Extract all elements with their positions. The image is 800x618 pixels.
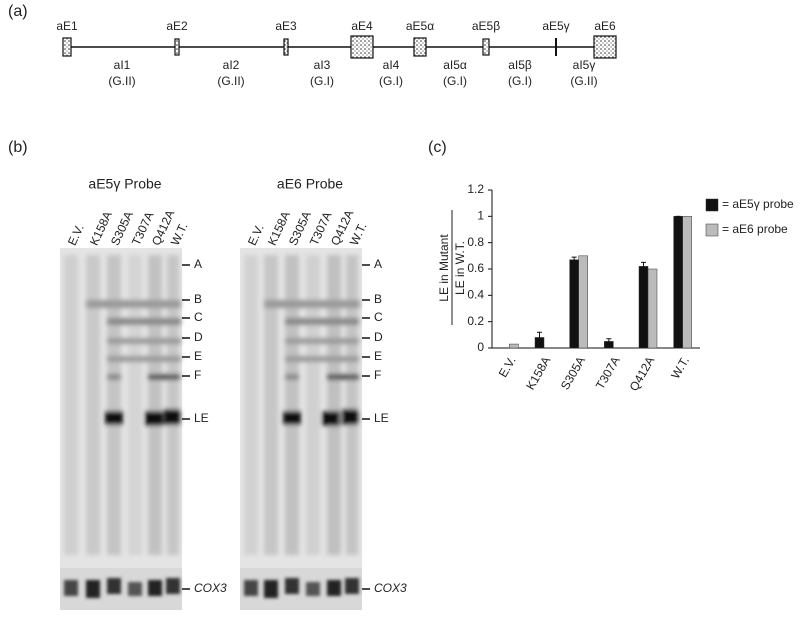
band-label: E bbox=[194, 349, 202, 363]
y-tick-label: 0.8 bbox=[467, 235, 484, 249]
x-tick-label: Q412A bbox=[627, 354, 658, 393]
exon-label: aE5γ bbox=[542, 19, 569, 33]
intron-label: aI1 bbox=[114, 58, 131, 72]
lane-label: E.V. bbox=[65, 222, 87, 247]
band-label: D bbox=[194, 330, 203, 344]
band-label: LE bbox=[374, 411, 389, 425]
legend-label: = aE6 probe bbox=[722, 222, 788, 236]
y-tick-label: 0.4 bbox=[467, 288, 484, 302]
loading-label: COX3 bbox=[194, 581, 227, 595]
gel bbox=[240, 248, 362, 568]
x-tick-label: W.T. bbox=[668, 354, 692, 381]
y-tick-label: 1 bbox=[477, 209, 484, 223]
band-label: B bbox=[374, 292, 382, 306]
x-tick-label: T307A bbox=[593, 354, 623, 392]
exon-label: aE4 bbox=[351, 19, 373, 33]
band-label: F bbox=[374, 368, 381, 382]
error-bar bbox=[606, 338, 612, 345]
intron-group: (G.II) bbox=[108, 74, 135, 88]
error-bar bbox=[571, 256, 577, 263]
bar bbox=[647, 268, 658, 349]
y-tick-label: 0 bbox=[477, 340, 484, 354]
exon-label: aE3 bbox=[275, 19, 297, 33]
bar bbox=[578, 255, 588, 349]
legend-swatch bbox=[705, 198, 719, 212]
bar bbox=[509, 343, 519, 349]
gel-images bbox=[60, 248, 362, 610]
intron-group: (G.II) bbox=[570, 74, 597, 88]
intron-label: aI4 bbox=[383, 58, 400, 72]
band-label: A bbox=[194, 257, 202, 271]
intron-group: (G.I) bbox=[443, 74, 467, 88]
bar bbox=[569, 259, 579, 349]
gel-title: aE5γ Probe bbox=[88, 176, 161, 192]
intron-group: (G.I) bbox=[379, 74, 403, 88]
x-tick-label: E.V. bbox=[496, 354, 519, 380]
exon bbox=[62, 37, 72, 57]
gel-title: aE6 Probe bbox=[277, 176, 343, 192]
exon-label: aE1 bbox=[56, 19, 78, 33]
panel-label: (c) bbox=[428, 139, 447, 156]
exon bbox=[174, 38, 180, 56]
legend-label: = aE5γ probe bbox=[722, 197, 794, 211]
intron-label: aI2 bbox=[223, 58, 240, 72]
exon-label: aE5β bbox=[472, 19, 500, 33]
panel-label: (a) bbox=[8, 3, 28, 20]
band-label: C bbox=[374, 310, 383, 324]
band-label: D bbox=[374, 330, 383, 344]
intron-label: aI5α bbox=[443, 58, 467, 72]
intron-group: (G.II) bbox=[217, 74, 244, 88]
panel-label: (b) bbox=[8, 139, 28, 156]
exon bbox=[283, 38, 289, 56]
band-label: A bbox=[374, 257, 382, 271]
exon bbox=[482, 38, 490, 56]
y-axis-label: LE in W.T. bbox=[453, 241, 467, 295]
bar bbox=[673, 216, 683, 349]
band-label: E bbox=[374, 349, 382, 363]
exon bbox=[555, 38, 557, 56]
band-label: C bbox=[194, 310, 203, 324]
exon bbox=[413, 37, 427, 57]
lane-label: E.V. bbox=[245, 222, 267, 247]
y-tick-label: 0.6 bbox=[467, 261, 484, 275]
gel-lanes bbox=[64, 255, 181, 555]
intron-group: (G.I) bbox=[508, 74, 532, 88]
band-label: F bbox=[194, 368, 201, 382]
exon bbox=[593, 35, 617, 59]
error-bar bbox=[537, 331, 542, 343]
x-tick-label: S305A bbox=[558, 354, 588, 392]
bar bbox=[638, 266, 649, 349]
y-axis-label: LE in Mutant bbox=[437, 234, 451, 302]
loading-label: COX3 bbox=[374, 581, 407, 595]
band-label: LE bbox=[194, 411, 209, 425]
error-bar bbox=[641, 261, 646, 271]
y-tick-label: 0.2 bbox=[467, 314, 484, 328]
intron-label: aI5γ bbox=[573, 58, 596, 72]
legend-swatch bbox=[705, 223, 719, 237]
band-label: B bbox=[194, 292, 202, 306]
gel bbox=[240, 568, 362, 610]
intron-label: aI5β bbox=[508, 58, 532, 72]
intron-label: aI3 bbox=[314, 58, 331, 72]
intron-group: (G.I) bbox=[310, 74, 334, 88]
exon-label: aE5α bbox=[406, 19, 434, 33]
exon bbox=[350, 35, 374, 59]
gel-lanes bbox=[244, 255, 360, 555]
x-tick-label: K158A bbox=[523, 354, 553, 392]
bar bbox=[682, 216, 692, 349]
exon-label: aE2 bbox=[166, 19, 188, 33]
y-tick-label: 1.2 bbox=[467, 182, 484, 196]
exon-label: aE6 bbox=[594, 19, 616, 33]
